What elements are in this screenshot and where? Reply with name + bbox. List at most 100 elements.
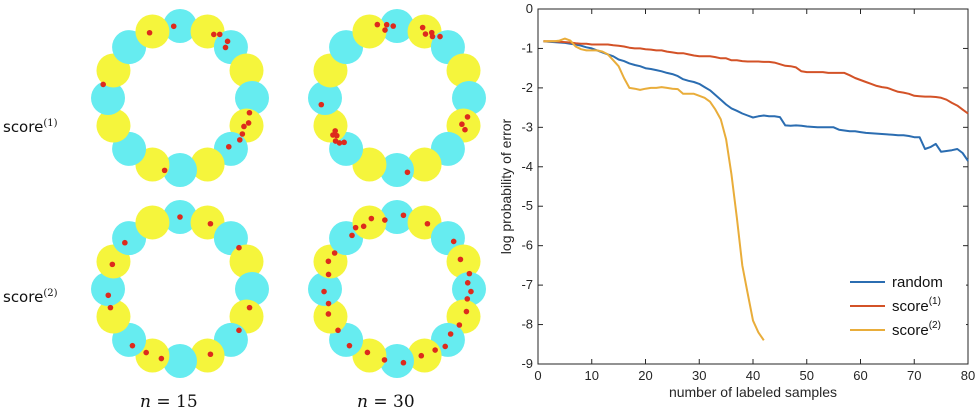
row-label-score-1: score(1) [3,118,57,136]
labeled-point [429,33,436,40]
ring-cluster [308,81,342,115]
ring-cluster [352,14,387,49]
ring-cluster [452,272,486,306]
series-line-3 [543,37,765,341]
labeled-point [383,21,390,28]
ring-cluster [96,299,131,334]
labeled-point [107,304,114,311]
labeled-point [109,261,116,268]
col-label-num: 30 [393,392,415,412]
ring-cluster [380,9,414,43]
col-label-var: n [140,392,151,412]
labeled-point [330,132,336,138]
labeled-point [462,126,468,133]
ring-cluster [91,81,125,115]
y-tick-label: -2 [521,80,533,95]
ring-panels [91,9,486,378]
labeled-point [225,143,232,150]
labeled-point [346,342,353,349]
ring-cluster [190,338,225,373]
col-label-var: n [357,392,368,412]
labeled-point [382,27,388,33]
ring-cluster [96,108,131,143]
row-label-sup: (2) [43,288,58,299]
labeled-point [246,304,253,311]
x-tick-label: 30 [692,368,706,383]
labeled-point [332,138,339,144]
labeled-point [432,347,438,353]
labeled-point [207,220,214,227]
legend-sup: (2) [929,320,941,331]
col-label-num: 15 [176,392,198,412]
col-label-n30: n = 30 [357,392,415,412]
labeled-point [331,250,338,256]
labeled-point [158,355,165,362]
ring-cluster [380,344,414,378]
labeled-point [321,288,327,295]
ring-cluster [229,53,264,88]
labeled-point [457,256,464,263]
labeled-point [404,169,411,176]
labeled-point [211,31,217,38]
labeled-point [318,101,325,108]
y-tick-label: -4 [521,159,533,174]
x-tick-label: 70 [907,368,921,383]
labeled-point [374,21,381,28]
col-label-n15: n = 15 [140,392,198,412]
labeled-point [325,271,332,278]
row-label-text: score [3,118,44,136]
x-tick-label: 10 [585,368,599,383]
row-label-sup: (1) [43,118,58,129]
labeled-point [129,342,136,349]
labeled-point [463,308,470,315]
labeled-point [349,232,355,239]
labeled-point [161,167,168,174]
labeled-point [335,327,341,334]
labeled-point [222,44,229,51]
labeled-point [390,23,397,29]
labeled-point [381,357,388,363]
y-tick-label: -3 [521,119,533,134]
ring-cluster [446,244,481,279]
ring-cluster [446,53,481,88]
x-tick-label: 40 [746,368,760,383]
col-label-eq: = [150,392,177,412]
ring-cluster [163,344,197,378]
labeled-point [325,311,332,317]
labeled-point [424,220,431,227]
line-chart: 0 10 20 30 40 50 60 70 80 0 -1 -2 -3 -4 -5 -6 -7 -8 -9 numb… [498,1,975,400]
y-tick-label: -9 [521,356,533,371]
labeled-point [341,139,347,146]
labeled-point [437,33,443,40]
x-tick-label: 20 [638,368,652,383]
x-tick-label: 60 [853,368,867,383]
labeled-point [459,121,465,128]
ring-cluster [91,272,125,306]
ring-cluster [229,244,264,279]
legend-entry-1: random [892,274,943,291]
labeled-point [122,239,128,246]
row-label-score-2: score(2) [3,288,57,306]
row-label-text: score [3,288,44,306]
labeled-point [464,114,471,120]
y-tick-label: -8 [521,317,533,332]
labeled-point [450,238,457,245]
labeled-point [447,331,454,337]
y-tick-label: -5 [521,198,533,213]
y-axis-label: log probability of error [498,118,514,254]
labeled-point [382,217,388,223]
labeled-point [224,38,231,45]
labeled-point [419,24,426,31]
labeled-point [241,123,247,130]
labeled-point [143,349,149,356]
labeled-point [468,288,474,295]
labeled-point [245,120,252,126]
labeled-point [100,81,106,88]
labeled-point [236,244,242,251]
labeled-point [146,29,153,36]
labeled-point [464,296,471,302]
series-line-1 [543,40,969,162]
x-tick-label: 0 [534,368,541,383]
labeled-point [216,31,223,38]
